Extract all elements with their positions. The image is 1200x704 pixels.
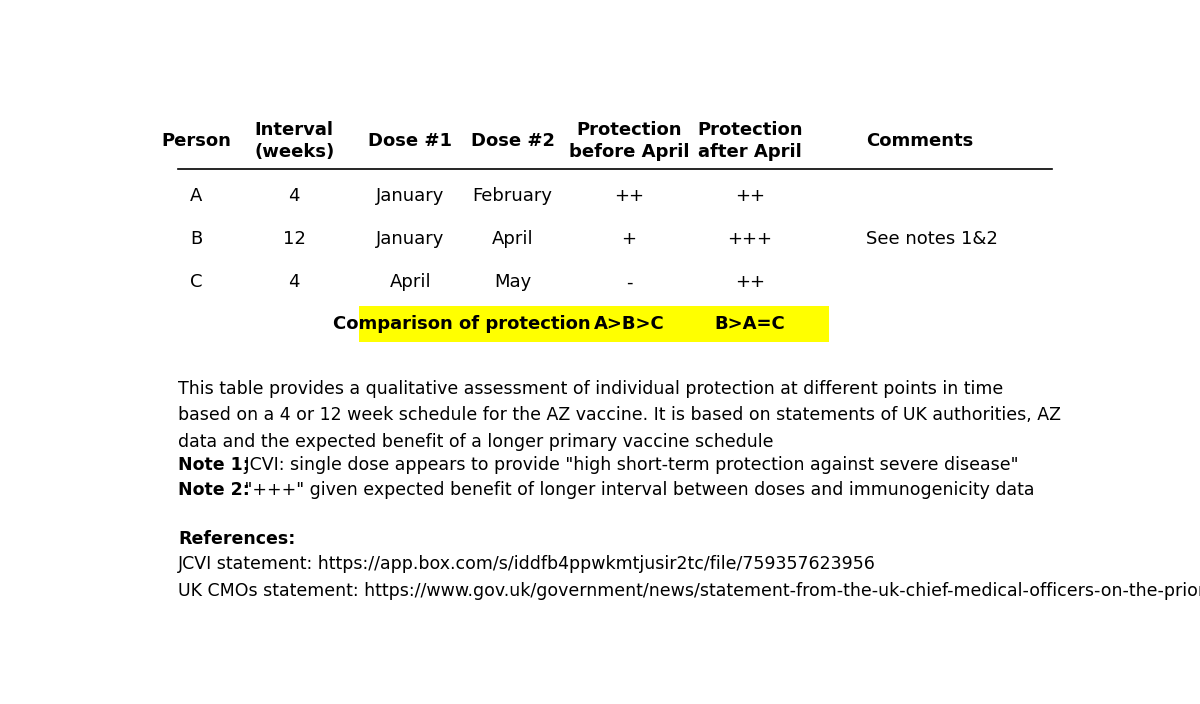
Text: ++: ++ [614, 187, 644, 205]
Text: February: February [473, 187, 553, 205]
Text: A>B>C: A>B>C [594, 315, 665, 333]
Text: Protection
before April: Protection before April [569, 121, 689, 161]
Text: UK CMOs statement: https://www.gov.uk/government/news/statement-from-the-uk-chie: UK CMOs statement: https://www.gov.uk/go… [178, 582, 1200, 600]
Text: ++: ++ [734, 187, 764, 205]
Text: JCVI: single dose appears to provide "high short-term protection against severe : JCVI: single dose appears to provide "hi… [239, 455, 1019, 474]
Text: References:: References: [178, 530, 295, 548]
Text: April: April [492, 230, 534, 248]
Text: Person: Person [162, 132, 232, 151]
Text: Dose #1: Dose #1 [368, 132, 452, 151]
Text: Protection
after April: Protection after April [697, 121, 803, 161]
Text: Note 2:: Note 2: [178, 482, 250, 499]
Text: +++: +++ [727, 230, 773, 248]
Text: 4: 4 [288, 273, 300, 291]
Text: B>A=C: B>A=C [714, 315, 785, 333]
FancyBboxPatch shape [359, 306, 829, 341]
Text: B: B [191, 230, 203, 248]
Text: ++: ++ [734, 273, 764, 291]
Text: April: April [390, 273, 431, 291]
Text: 12: 12 [283, 230, 306, 248]
Text: -: - [625, 273, 632, 291]
Text: Comments: Comments [866, 132, 973, 151]
Text: Note 1:: Note 1: [178, 455, 250, 474]
Text: Interval
(weeks): Interval (weeks) [254, 121, 335, 161]
Text: See notes 1&2: See notes 1&2 [866, 230, 998, 248]
Text: Comparison of protection: Comparison of protection [332, 315, 590, 333]
Text: A: A [191, 187, 203, 205]
Text: JCVI statement: https://app.box.com/s/iddfb4ppwkmtjusir2tc/file/759357623956: JCVI statement: https://app.box.com/s/id… [178, 555, 876, 573]
Text: January: January [377, 230, 444, 248]
Text: May: May [494, 273, 532, 291]
Text: January: January [377, 187, 444, 205]
Text: 4: 4 [288, 187, 300, 205]
Text: "+++" given expected benefit of longer interval between doses and immunogenicity: "+++" given expected benefit of longer i… [239, 482, 1034, 499]
Text: C: C [191, 273, 203, 291]
Text: This table provides a qualitative assessment of individual protection at differe: This table provides a qualitative assess… [178, 380, 1061, 451]
Text: +: + [622, 230, 636, 248]
Text: Dose #2: Dose #2 [470, 132, 554, 151]
